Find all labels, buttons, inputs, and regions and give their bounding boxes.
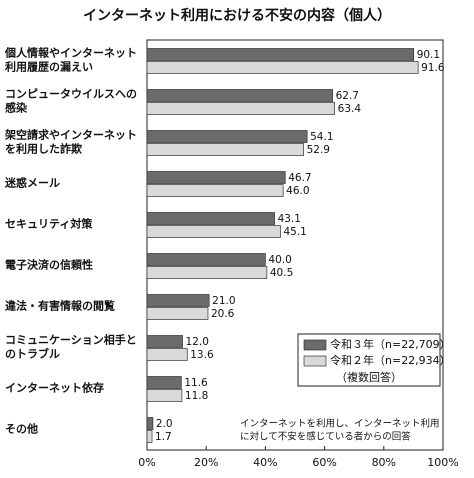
category-label: コンピュータウイルスへの (5, 88, 137, 101)
value-label: 11.6 (184, 377, 208, 389)
bar (146, 307, 209, 320)
value-label: 46.0 (286, 185, 309, 197)
value-label: 62.7 (336, 90, 359, 102)
legend-label: 令和２年（n=22,934） (330, 353, 451, 367)
bar (146, 348, 188, 361)
x-tick-label: 100% (427, 456, 458, 469)
annotation: に対して不安を感じている者からの回答 (240, 431, 411, 443)
bar (146, 430, 153, 443)
category-label: 電子決済の信頼性 (5, 258, 93, 272)
category-label: 迷惑メール (4, 176, 60, 190)
bar (146, 376, 182, 389)
category-label: 架空請求やインターネット (4, 128, 137, 142)
bar (146, 184, 284, 197)
value-label: 43.1 (278, 213, 301, 225)
category-label: インターネット依存 (5, 381, 104, 395)
category-label: セキュリティ対策 (5, 217, 93, 231)
bar (146, 266, 268, 279)
x-tick-label: 20% (194, 456, 218, 469)
value-label: 40.5 (270, 267, 293, 279)
value-label: 13.6 (190, 349, 214, 361)
x-tick-label: 60% (312, 456, 336, 469)
legend-note: （複数回答） (336, 370, 402, 384)
value-label: 11.8 (185, 390, 208, 402)
value-label: 1.7 (155, 431, 172, 443)
bar (146, 389, 183, 402)
x-tick-label: 80% (372, 456, 396, 469)
bar (146, 294, 210, 307)
category-label: 違法・有害情報の閲覧 (5, 299, 115, 313)
bar (146, 48, 415, 61)
category-label: コミュニケーション相手と (5, 333, 137, 347)
value-label: 91.6 (421, 62, 445, 74)
bar (146, 417, 154, 430)
category-label: 感染 (5, 101, 28, 115)
value-label: 52.9 (307, 144, 330, 156)
bar (146, 335, 183, 348)
bar (146, 130, 308, 143)
legend-swatch (303, 339, 327, 351)
category-label: のトラブル (5, 347, 60, 361)
value-label: 21.0 (212, 295, 235, 307)
bar (146, 102, 336, 115)
bar (146, 225, 281, 238)
category-label: 個人情報やインターネット (4, 46, 137, 60)
chart-title: インターネット利用における不安の内容（個人） (83, 7, 391, 24)
x-tick-label: 0% (138, 456, 155, 469)
value-label: 45.1 (283, 226, 306, 238)
value-label: 54.1 (310, 131, 333, 143)
bar (146, 253, 266, 266)
category-label: 利用履歴の漏えい (5, 60, 93, 74)
plot-frame (146, 39, 444, 451)
value-label: 40.0 (268, 254, 291, 266)
annotation: インターネットを利用し、インターネット利用 (240, 418, 440, 430)
legend-label: 令和３年（n=22,709） (330, 337, 451, 351)
value-label: 2.0 (156, 418, 173, 430)
bar (146, 89, 333, 102)
value-label: 20.6 (211, 308, 235, 320)
value-label: 90.1 (417, 49, 440, 61)
bar (146, 212, 275, 225)
value-label: 12.0 (186, 336, 209, 348)
category-label: を利用した詐欺 (5, 142, 82, 156)
value-label: 63.4 (338, 103, 362, 115)
value-label: 46.7 (288, 172, 311, 184)
bar (146, 61, 419, 74)
category-label: その他 (5, 422, 38, 436)
x-tick-label: 40% (253, 456, 277, 469)
bar (146, 171, 286, 184)
bar (146, 143, 304, 156)
legend-swatch (303, 355, 327, 367)
